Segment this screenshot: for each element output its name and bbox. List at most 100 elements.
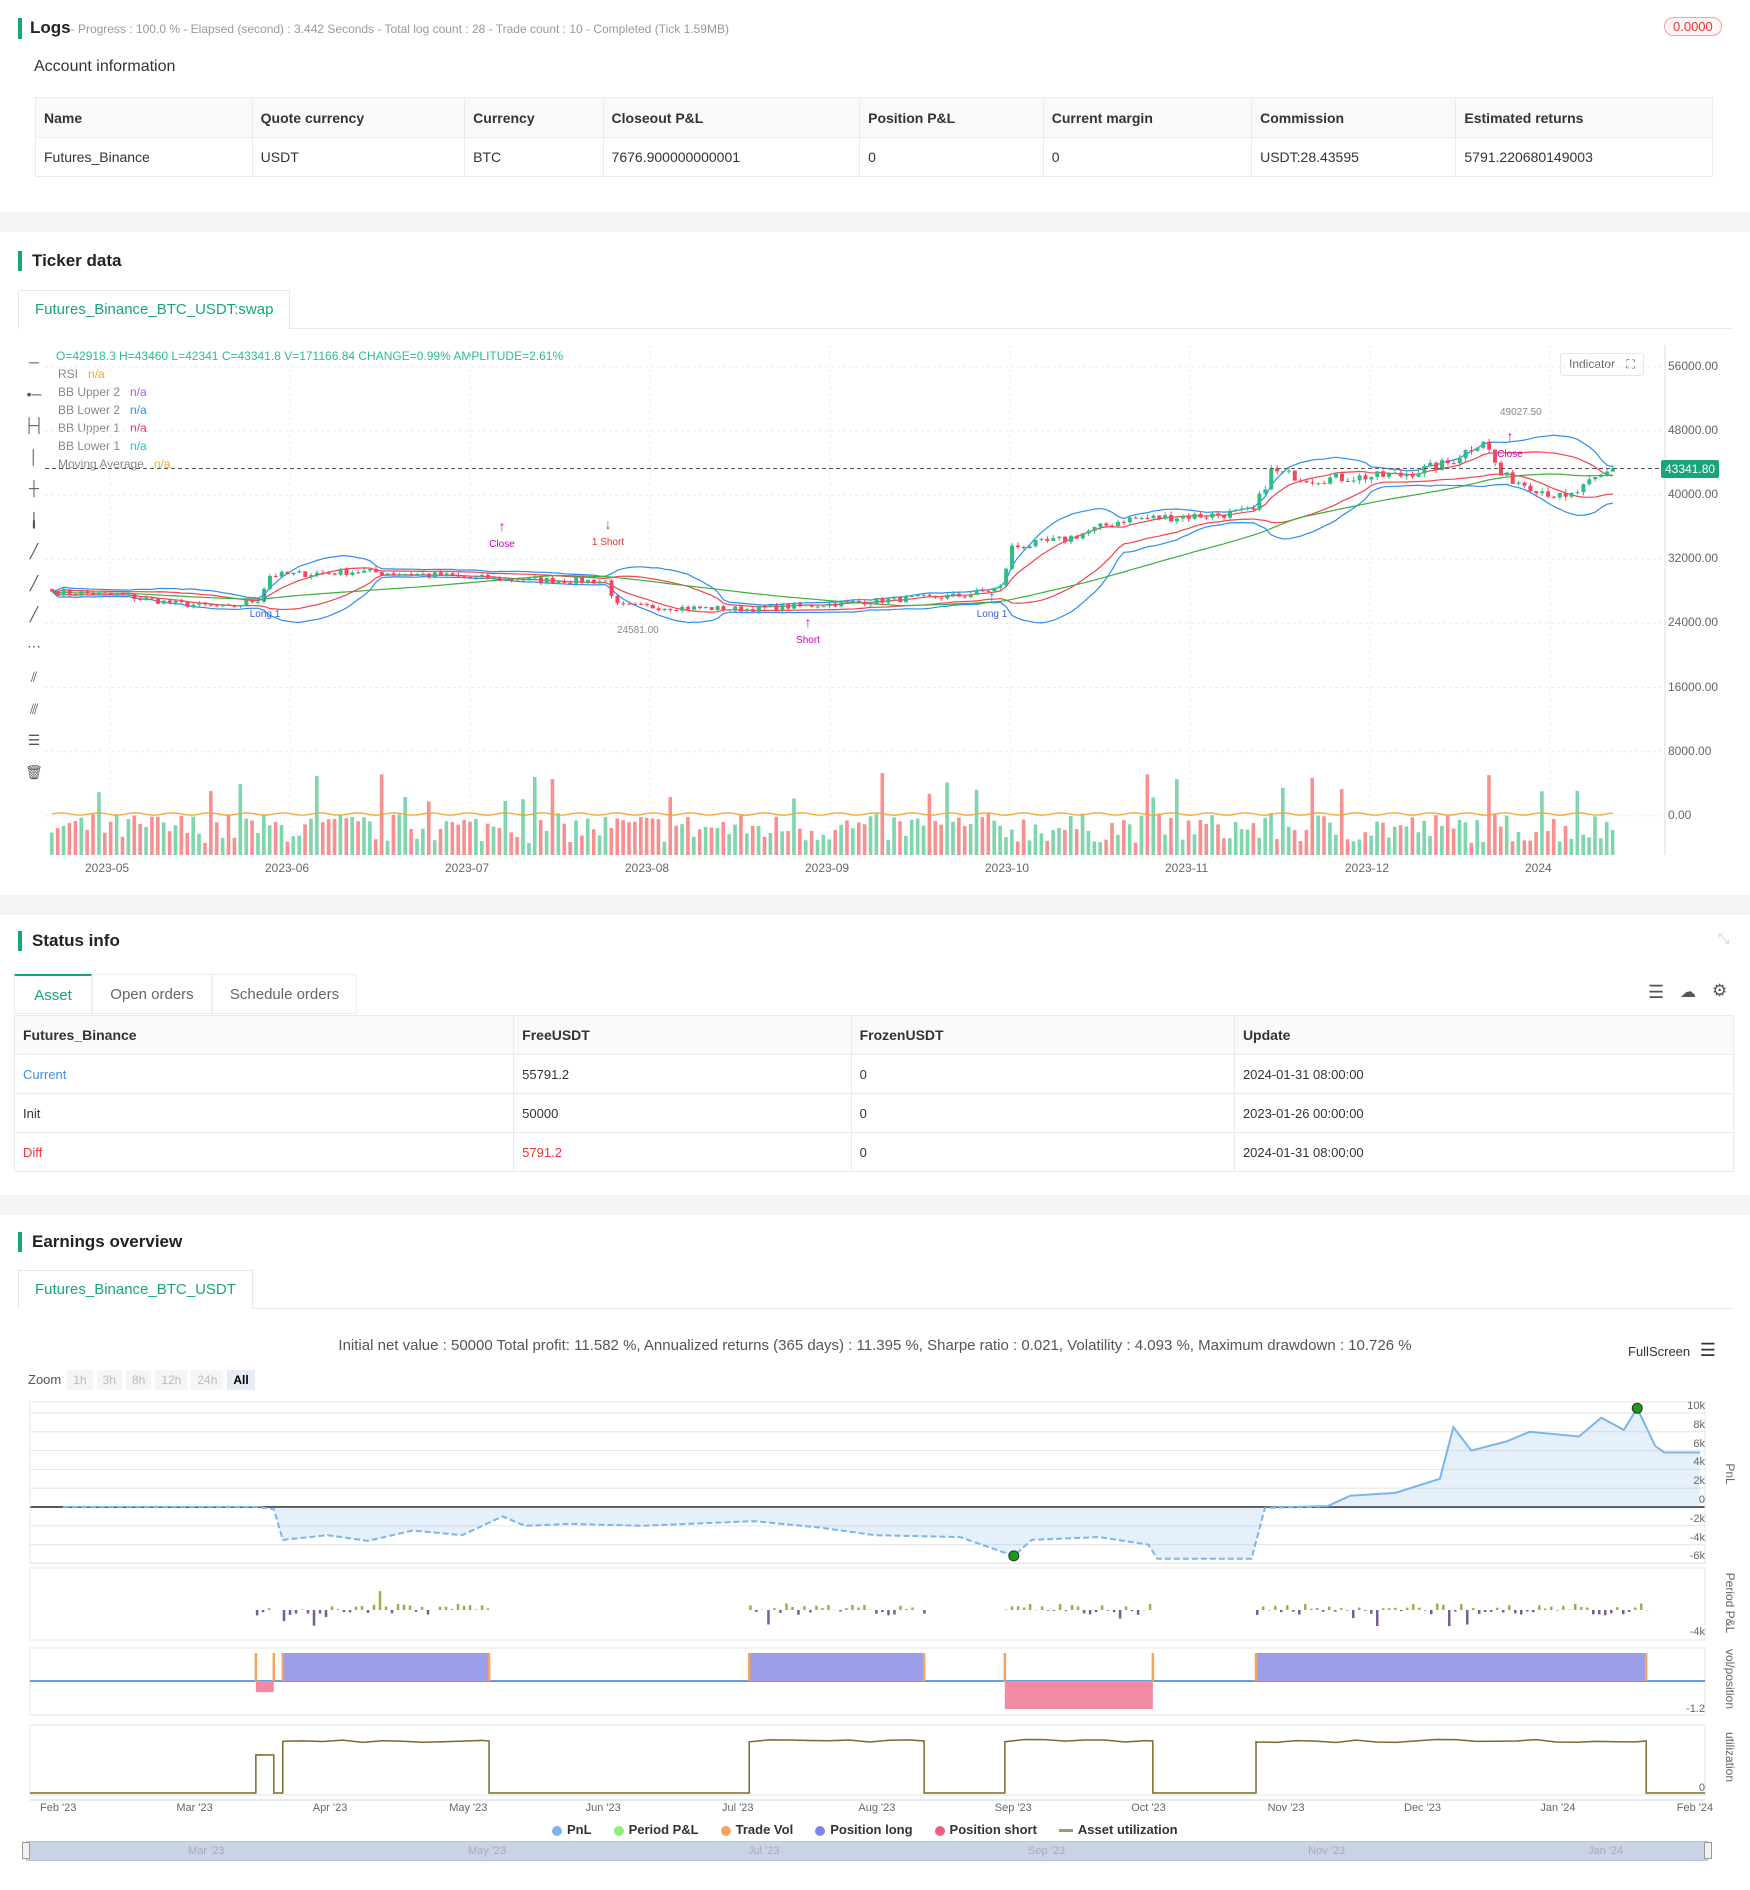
tab-ticker-symbol[interactable]: Futures_Binance_BTC_USDT:swap — [18, 290, 291, 329]
price-tick: 0.00 — [1668, 807, 1692, 822]
panel-frame — [29, 1567, 1706, 1641]
navigator-tick: Jul '23 — [748, 1845, 780, 1857]
trend-line-icon[interactable]: ╱ — [29, 543, 39, 559]
fullscreen-label: FullScreen — [1628, 1344, 1691, 1359]
candle — [1192, 513, 1197, 519]
zoom-option-24h[interactable]: 24h — [191, 1370, 224, 1390]
legend-item[interactable]: Position long — [815, 1822, 913, 1837]
asset-cell[interactable]: Current — [13, 1054, 515, 1094]
candle — [161, 600, 166, 604]
horizontal-segment-icon[interactable]: ├┤ — [24, 417, 44, 433]
horizontal-line-icon[interactable]: ─ — [29, 354, 39, 370]
ray-line-icon[interactable]: ╱ — [29, 574, 39, 591]
volume-bar — [1434, 815, 1438, 855]
volume-bar — [1375, 821, 1379, 855]
navigator-left-handle[interactable] — [22, 1842, 30, 1859]
navigator[interactable] — [26, 1841, 1708, 1861]
period-pnl-bar — [1304, 1603, 1307, 1610]
candle — [892, 596, 897, 599]
volume-bar — [426, 801, 431, 855]
earnings-chart[interactable] — [0, 1395, 1750, 1815]
tab-open-orders[interactable]: Open orders — [92, 974, 212, 1014]
candle — [1228, 510, 1232, 518]
fibonacci-icon[interactable]: ⫻ — [29, 700, 39, 717]
horizontal-ray-icon[interactable]: •─ — [26, 385, 42, 402]
trade-signal-label: Close — [1497, 449, 1523, 460]
period-pnl-bar — [821, 1608, 824, 1610]
volume-bar — [1310, 778, 1315, 855]
volume-bar — [79, 817, 84, 855]
candle — [815, 606, 820, 608]
fullscreen-button[interactable]: FullScreen ☰ — [1628, 1340, 1716, 1361]
settings-gear-icon[interactable]: ⚙ — [1712, 981, 1728, 1000]
legend-item[interactable]: PnL — [552, 1822, 592, 1837]
zoom-option-3h[interactable]: 3h — [96, 1370, 122, 1390]
volume-bar — [238, 784, 243, 855]
candle — [156, 598, 161, 604]
vertical-line-icon[interactable]: │ — [29, 448, 39, 465]
position-short-block — [1004, 1681, 1153, 1709]
legend-item[interactable]: Period P&L — [613, 1822, 699, 1837]
period-pnl-bar — [797, 1610, 800, 1615]
legend-item[interactable]: Trade Vol — [720, 1822, 793, 1837]
candle — [833, 603, 838, 607]
candle — [1398, 472, 1403, 477]
candle — [138, 598, 143, 600]
menu-icon[interactable]: ☰ — [1699, 1340, 1716, 1360]
volume-bar — [527, 842, 531, 855]
zoom-option-12h[interactable]: 12h — [155, 1370, 188, 1390]
candle — [621, 603, 626, 605]
logs-header: Logs- Progress : 100.0 % - Elapsed (seco… — [18, 18, 729, 39]
price-channel-icon[interactable]: ☰ — [27, 732, 41, 748]
volume-bar — [662, 841, 667, 855]
candle — [303, 571, 308, 577]
navigator-right-handle[interactable] — [1704, 1842, 1712, 1859]
candle — [580, 577, 585, 583]
candle — [285, 571, 290, 575]
period-pnl-bar — [384, 1606, 388, 1610]
list-icon[interactable]: ☰ — [1648, 982, 1665, 1002]
volume-bar — [403, 797, 407, 855]
volume-bar — [945, 782, 949, 855]
segment-icon[interactable]: ╱ — [29, 606, 39, 622]
period-pnl-bar — [1028, 1604, 1032, 1610]
price-line-icon[interactable]: ⋯ — [27, 637, 41, 654]
trash-icon[interactable]: 🗑 — [25, 763, 43, 780]
period-pnl-bar — [1538, 1605, 1541, 1610]
candle — [426, 573, 431, 577]
zoom-option-All[interactable]: All — [227, 1370, 255, 1390]
legend-item[interactable]: Asset utilization — [1058, 1822, 1178, 1837]
volume-bar — [1457, 819, 1462, 855]
volume-bar — [892, 817, 896, 855]
cloud-download-icon[interactable]: ☁ — [1680, 984, 1696, 1001]
legend-item[interactable]: Position short — [934, 1822, 1037, 1837]
volume-bar — [1233, 822, 1238, 855]
candle — [703, 607, 708, 609]
volume-bar — [633, 821, 637, 855]
zoom-option-8h[interactable]: 8h — [125, 1370, 152, 1390]
candle — [1569, 492, 1574, 497]
parallel-channel-icon[interactable]: ⫽ — [30, 669, 38, 685]
vertical-ray-icon[interactable]: ┼ — [29, 480, 39, 496]
volume-bar — [1463, 822, 1468, 855]
close-icon[interactable]: ⤡ — [1718, 930, 1730, 946]
zoom-option-1h[interactable]: 1h — [67, 1370, 93, 1390]
candlestick-chart[interactable]: 49027.50 24581.00 Long 1 ↑ 1 Short ↓ Close ↑ Lon… — [0, 345, 1750, 865]
volume-bar — [768, 832, 773, 855]
candle — [827, 603, 832, 607]
expand-icon[interactable]: ⛶ — [1626, 357, 1635, 371]
legend-value: n/a — [88, 367, 105, 381]
tab-earnings-symbol[interactable]: Futures_Binance_BTC_USDT — [18, 1270, 253, 1309]
volume-bar — [1599, 838, 1603, 855]
volume-bar — [532, 776, 537, 855]
volume-bar — [1080, 813, 1085, 855]
tab-schedule-orders[interactable]: Schedule orders — [212, 974, 357, 1014]
tab-asset[interactable]: Asset — [14, 974, 92, 1014]
period-pnl-bar — [1442, 1604, 1445, 1610]
candle — [179, 600, 184, 603]
vertical-segment-icon[interactable]: ╽ — [29, 511, 39, 528]
period-pnl-bar — [1430, 1610, 1433, 1615]
candle — [1245, 508, 1250, 510]
indicator-button[interactable]: Indicator ⛶ — [1560, 353, 1644, 376]
volume-bar — [821, 834, 826, 855]
